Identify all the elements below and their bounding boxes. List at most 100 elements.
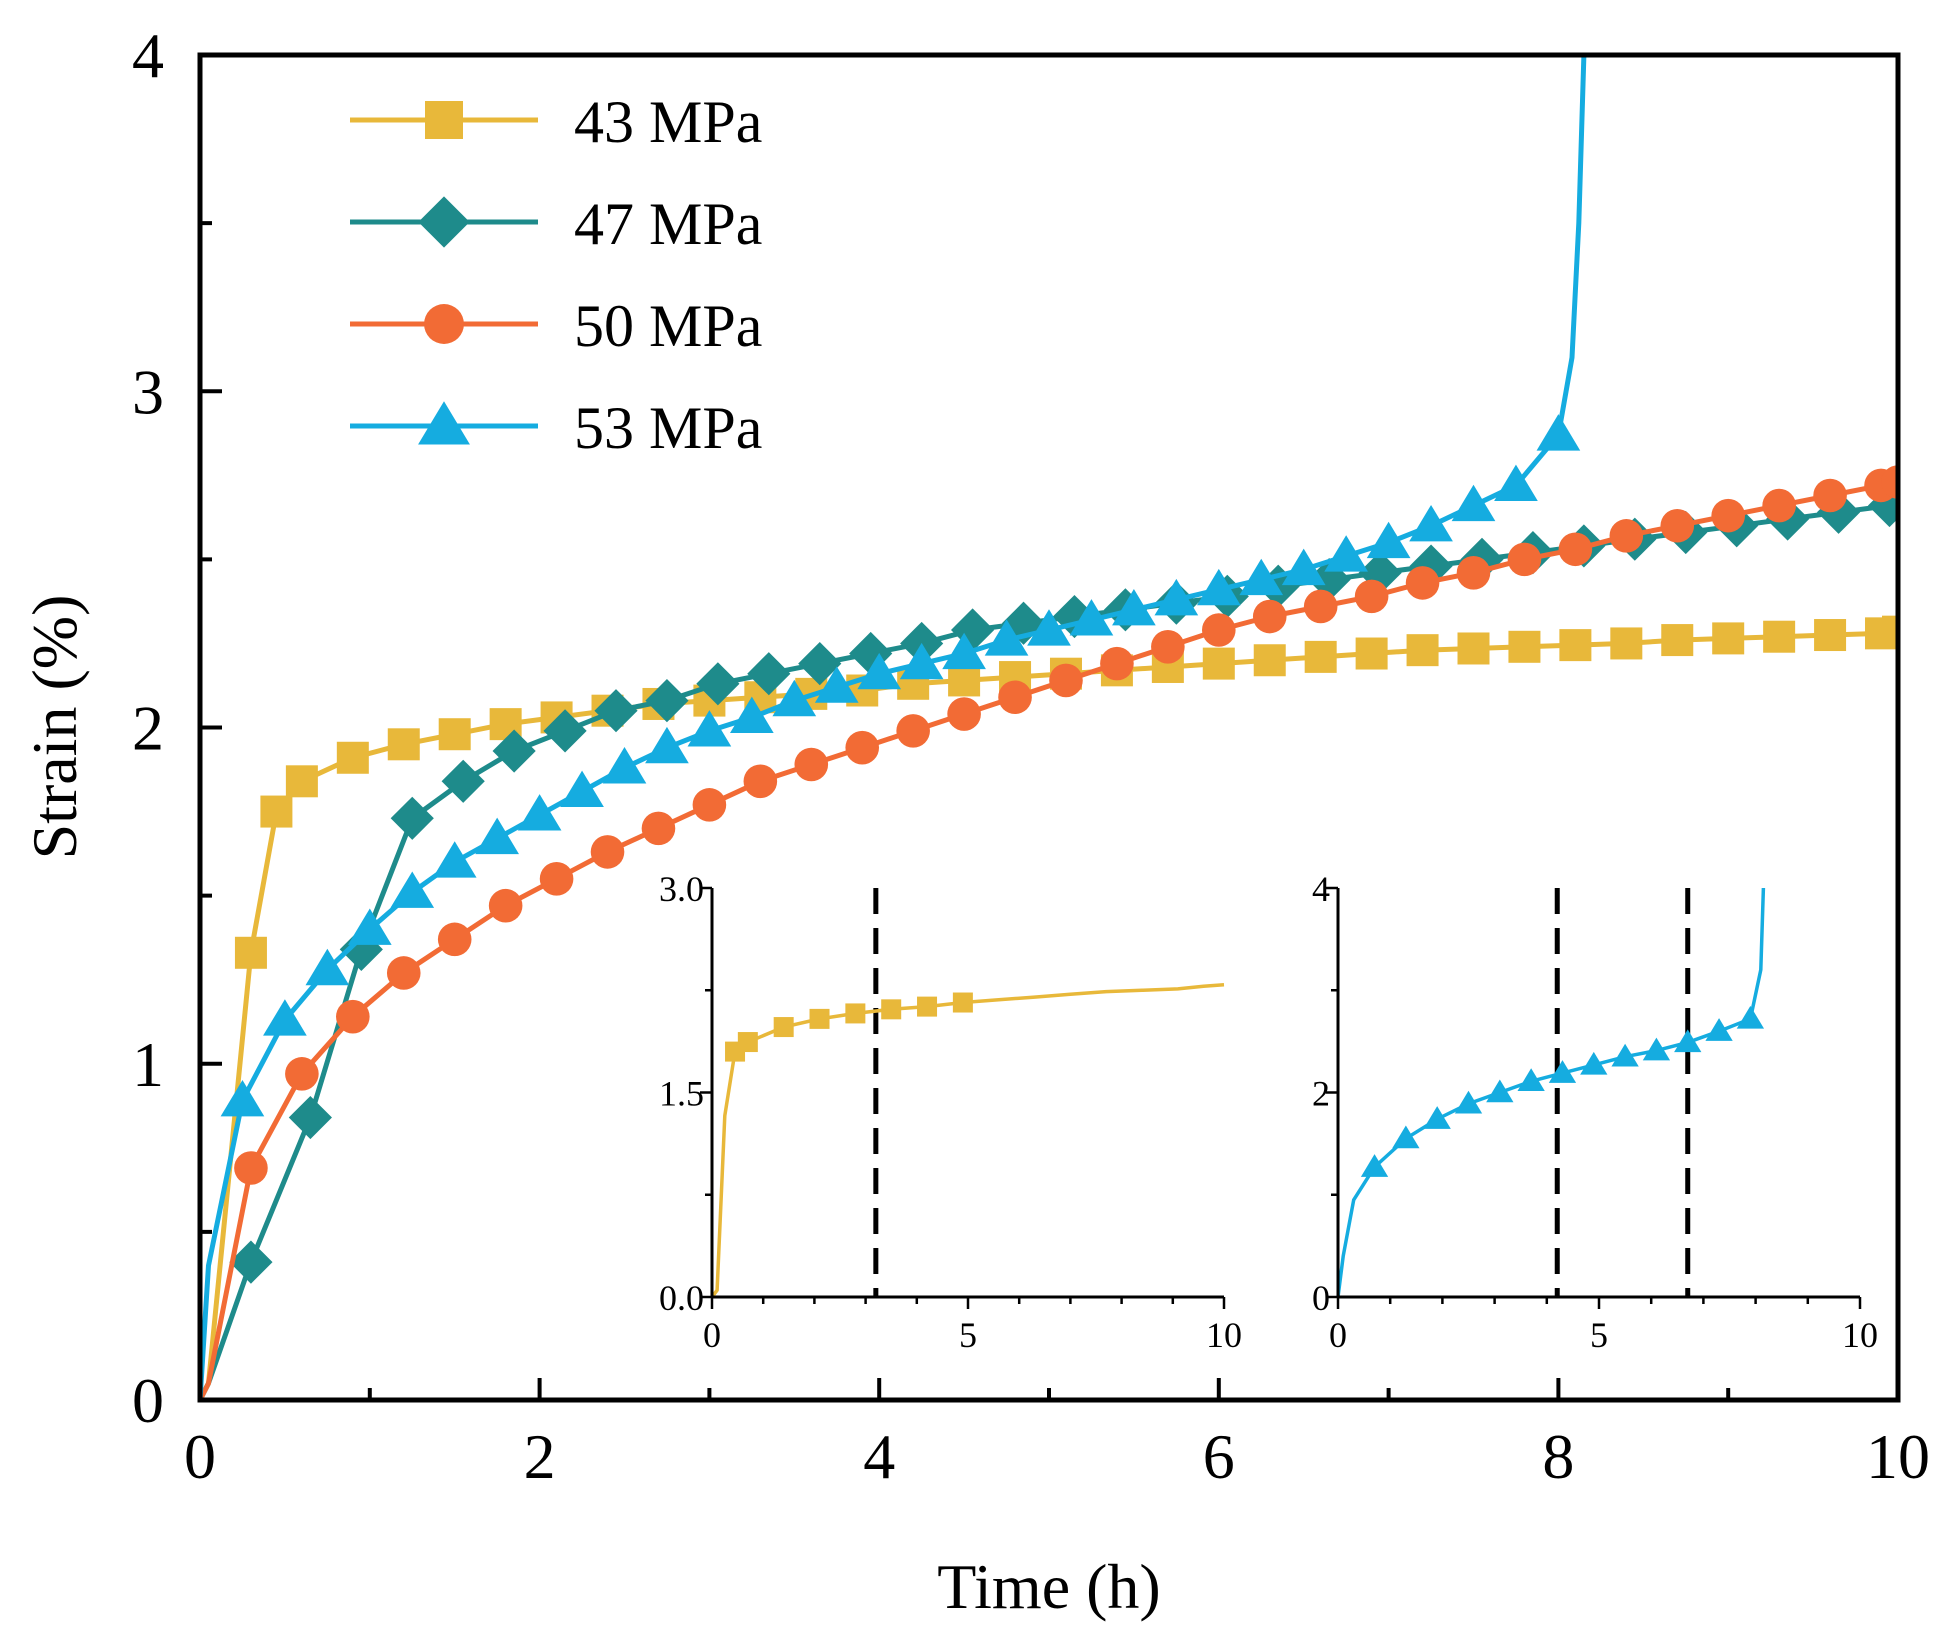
data-point	[560, 770, 604, 807]
x-axis-title: Time (h)	[937, 1551, 1160, 1622]
data-point	[1202, 613, 1236, 647]
main-axes: 0 2 4 6 8 10 0 1 2 3 4	[132, 20, 1930, 1492]
data-point	[437, 922, 472, 957]
data-point	[1281, 548, 1326, 586]
data-point	[387, 728, 420, 761]
y-tick-label: 1	[132, 1029, 164, 1100]
legend-marker	[424, 304, 464, 344]
x-tick-label: 8	[1542, 1421, 1574, 1492]
data-point	[1660, 508, 1695, 543]
data-point	[305, 948, 350, 986]
data-point	[260, 795, 293, 828]
data-point	[285, 1057, 319, 1091]
data-point	[1762, 488, 1796, 523]
data-point	[336, 999, 370, 1034]
inset-data-point	[1674, 1029, 1702, 1053]
inset-x-tick-label: 0	[703, 1315, 721, 1355]
inset-background	[1338, 888, 1860, 1297]
data-point	[1813, 478, 1847, 513]
data-point	[1303, 589, 1338, 624]
legend-label: 43 MPa	[574, 89, 762, 155]
x-tick-label: 6	[1203, 1421, 1235, 1492]
data-point	[1409, 504, 1453, 542]
data-point	[814, 666, 859, 703]
data-point	[263, 999, 307, 1036]
data-point	[492, 729, 536, 773]
data-point	[1457, 632, 1490, 665]
data-point	[390, 871, 435, 908]
inset-background	[712, 888, 1224, 1297]
data-point	[1324, 535, 1368, 572]
x-tick-label: 0	[184, 1421, 216, 1492]
data-point	[1882, 615, 1898, 648]
data-point	[602, 747, 647, 784]
data-point	[845, 730, 880, 765]
data-point	[794, 747, 829, 782]
data-point	[539, 862, 574, 896]
inset-data-point	[773, 1017, 794, 1038]
data-point	[1196, 568, 1241, 606]
data-point	[475, 817, 519, 855]
inset-x-tick-label: 0	[1329, 1315, 1347, 1355]
data-point	[1027, 609, 1071, 646]
data-point	[730, 696, 774, 734]
data-point	[1507, 542, 1542, 577]
data-point	[220, 1079, 265, 1117]
inset-data-point	[881, 999, 902, 1020]
data-point	[1154, 578, 1199, 616]
inset-data-point	[1580, 1051, 1608, 1075]
data-point	[1355, 637, 1388, 670]
data-point	[1881, 465, 1898, 499]
inset-y-tick-label: 3.0	[659, 869, 704, 909]
inset-data-point	[1392, 1125, 1420, 1149]
data-point	[234, 1151, 268, 1185]
inset-data-point	[1454, 1090, 1483, 1114]
data-point	[1661, 624, 1694, 657]
x-tick-label: 10	[1866, 1421, 1930, 1492]
legend-marker	[418, 401, 470, 445]
inset-data-point	[1642, 1037, 1671, 1061]
inset-data-point	[1423, 1106, 1451, 1129]
inset-y-tick-label: 2	[1312, 1074, 1330, 1114]
data-point	[743, 764, 778, 799]
data-point	[645, 726, 689, 764]
data-point	[1508, 630, 1541, 663]
data-point	[1451, 484, 1496, 522]
data-point	[1456, 556, 1491, 590]
data-point	[1610, 627, 1643, 660]
data-point	[692, 788, 727, 822]
data-point	[1405, 566, 1440, 600]
data-point	[1304, 640, 1337, 673]
legend-label: 53 MPa	[574, 395, 762, 461]
inset-plot-2: 0 5 10 0 2 4	[1312, 869, 1878, 1355]
data-point	[386, 956, 421, 990]
inset-data-point	[1548, 1060, 1577, 1083]
data-point	[1151, 630, 1185, 664]
data-point	[696, 662, 740, 706]
data-point	[1494, 464, 1538, 501]
data-point	[488, 888, 523, 923]
inset-x-tick-label: 5	[959, 1315, 977, 1355]
inset-data-point	[1486, 1079, 1514, 1103]
main-plot-series	[200, 55, 1898, 1400]
data-point	[1406, 634, 1439, 667]
x-tick-label: 2	[524, 1421, 556, 1492]
data-point	[1112, 589, 1156, 626]
data-point	[948, 664, 981, 697]
inset-plot-1: 0 5 10 0.0 1.5 3.0	[659, 869, 1242, 1355]
data-point	[594, 689, 638, 733]
data-point	[1252, 599, 1287, 634]
data-point	[1202, 647, 1235, 680]
inset-y-tick-label: 0	[1312, 1278, 1330, 1318]
data-point	[984, 619, 1029, 656]
legend-marker	[418, 196, 470, 248]
data-point	[234, 936, 267, 969]
data-point	[641, 811, 676, 846]
legend-label: 50 MPa	[574, 293, 762, 359]
data-point	[590, 835, 625, 869]
data-point	[1609, 519, 1644, 553]
inset-y-tick-label: 0.0	[659, 1278, 704, 1318]
data-point	[899, 642, 944, 680]
